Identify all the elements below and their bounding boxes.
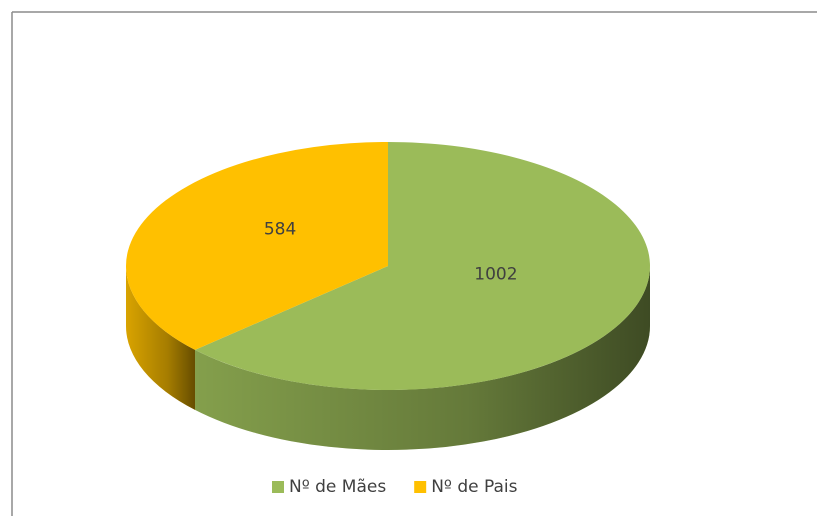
legend-swatch — [414, 481, 427, 493]
legend-swatch — [272, 481, 284, 493]
slice — [195, 142, 650, 390]
legend-label: Nº de Mães — [289, 477, 386, 497]
slice-side-shade — [195, 266, 650, 450]
slice — [126, 142, 388, 350]
data-label: 584 — [264, 220, 296, 240]
legend-label: Nº de Pais — [431, 477, 517, 497]
slice-side-shade — [126, 266, 196, 410]
data-label: 1002 — [474, 264, 517, 284]
